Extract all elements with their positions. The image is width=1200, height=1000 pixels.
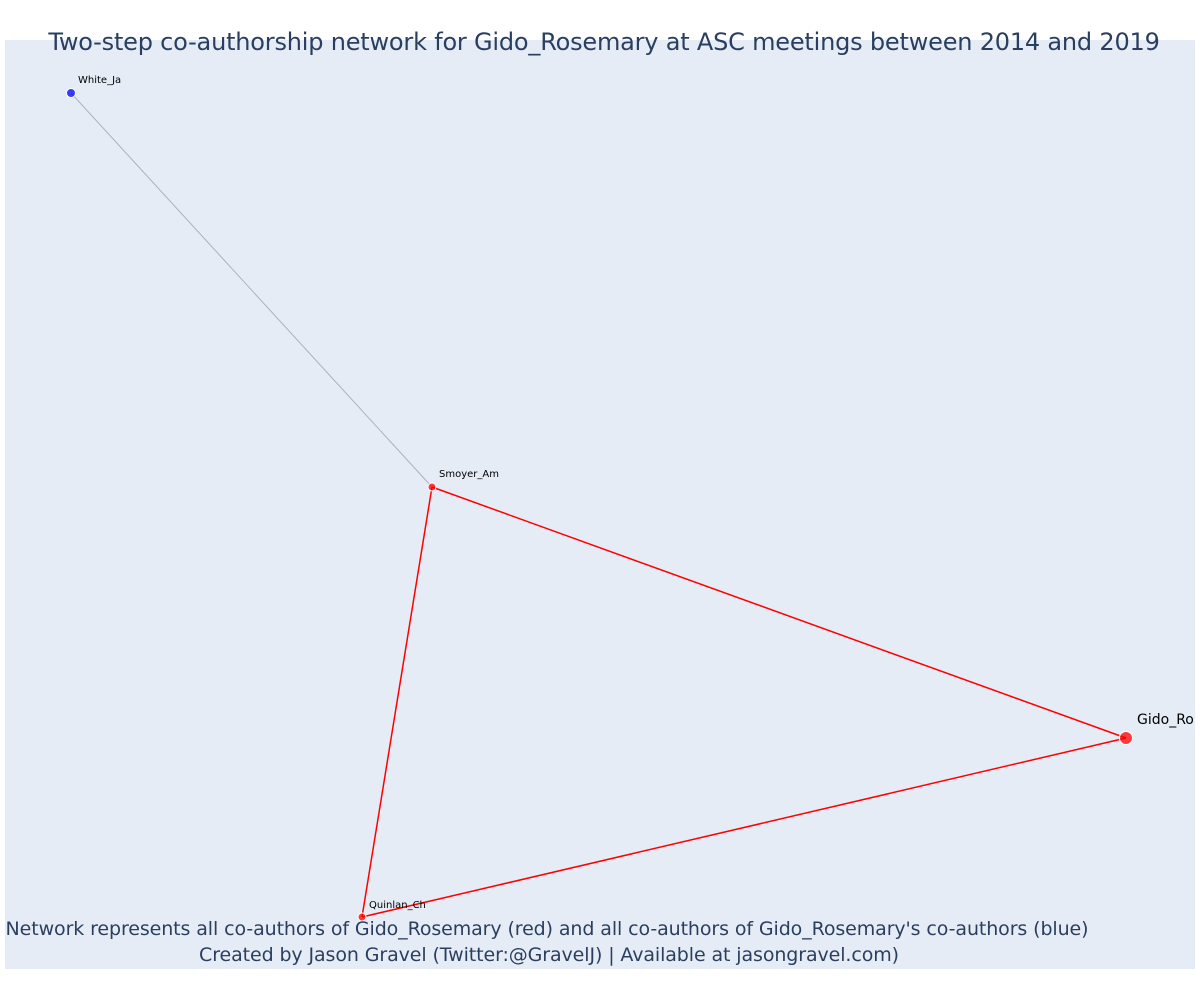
edge-layer bbox=[70, 92, 1127, 918]
node-gido-ro[interactable] bbox=[1119, 731, 1133, 745]
node-label-smoyer-am: Smoyer_Am bbox=[439, 469, 499, 480]
node-smoyer-am[interactable] bbox=[427, 482, 437, 492]
chart-title: Two-step co-authorship network for Gido_… bbox=[48, 28, 1160, 56]
node-label-gido-ro: Gido_Ro bbox=[1137, 712, 1194, 728]
caption-description: Network represents all co-authors of Gid… bbox=[5, 918, 1089, 940]
edge-quinlan_ch-gido_ro bbox=[361, 737, 1127, 918]
node-white-ja[interactable] bbox=[66, 88, 76, 98]
node-quinlan-ch[interactable] bbox=[357, 912, 367, 922]
plot-background bbox=[5, 40, 1195, 969]
edge-smoyer_am-quinlan_ch bbox=[361, 486, 433, 918]
edge-smoyer_am-gido_ro bbox=[431, 486, 1127, 739]
node-label-white-ja: White_Ja bbox=[78, 75, 121, 86]
edge-white_ja-smoyer_am bbox=[70, 92, 433, 488]
caption-credit: Created by Jason Gravel (Twitter:@Gravel… bbox=[199, 944, 899, 966]
node-layer bbox=[66, 88, 1133, 922]
node-label-quinlan-ch: Quinlan_Ch bbox=[369, 900, 426, 911]
label-layer: Gido_Ro Smoyer_Am Quinlan_Ch White_Ja bbox=[78, 75, 1194, 911]
